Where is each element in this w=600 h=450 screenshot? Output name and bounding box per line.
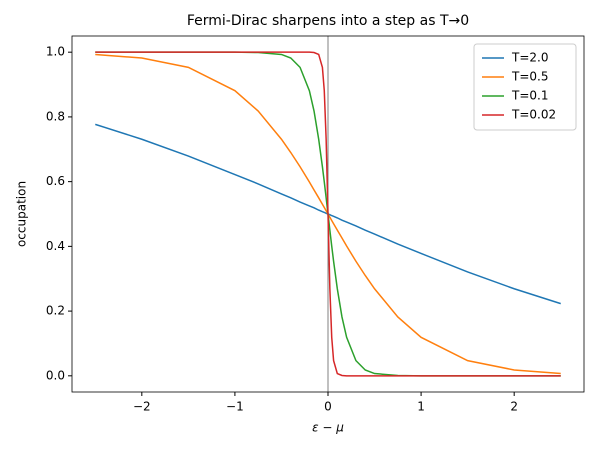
legend-label: T=2.0 [511, 51, 548, 65]
x-tick-label: 0 [324, 400, 332, 414]
legend-label: T=0.1 [511, 89, 548, 103]
legend-label: T=0.5 [511, 70, 548, 84]
y-tick-label: 0.0 [46, 368, 65, 382]
x-tick-label: 2 [510, 400, 518, 414]
y-tick-label: 0.8 [46, 109, 65, 123]
plot-frame [71, 35, 585, 393]
x-tick-label: −1 [226, 400, 244, 414]
y-tick-label: 1.0 [46, 45, 65, 59]
y-tick-label: 0.4 [46, 239, 65, 253]
series-line [95, 51, 561, 377]
chart-title: Fermi-Dirac sharpens into a step as T→0 [187, 13, 469, 29]
legend-box [473, 43, 577, 131]
x-tick-label: 1 [417, 400, 425, 414]
x-axis-label: ε − μ [312, 421, 344, 435]
x-tick-label: −2 [133, 400, 151, 414]
y-tick-label: 0.2 [46, 304, 65, 318]
y-tick-label: 0.6 [46, 174, 65, 188]
y-axis-label: occupation [15, 181, 29, 247]
legend: T=2.0 T=0.5 T=0.1 T=0.02 [473, 43, 577, 131]
legend-label: T=0.02 [511, 108, 556, 122]
